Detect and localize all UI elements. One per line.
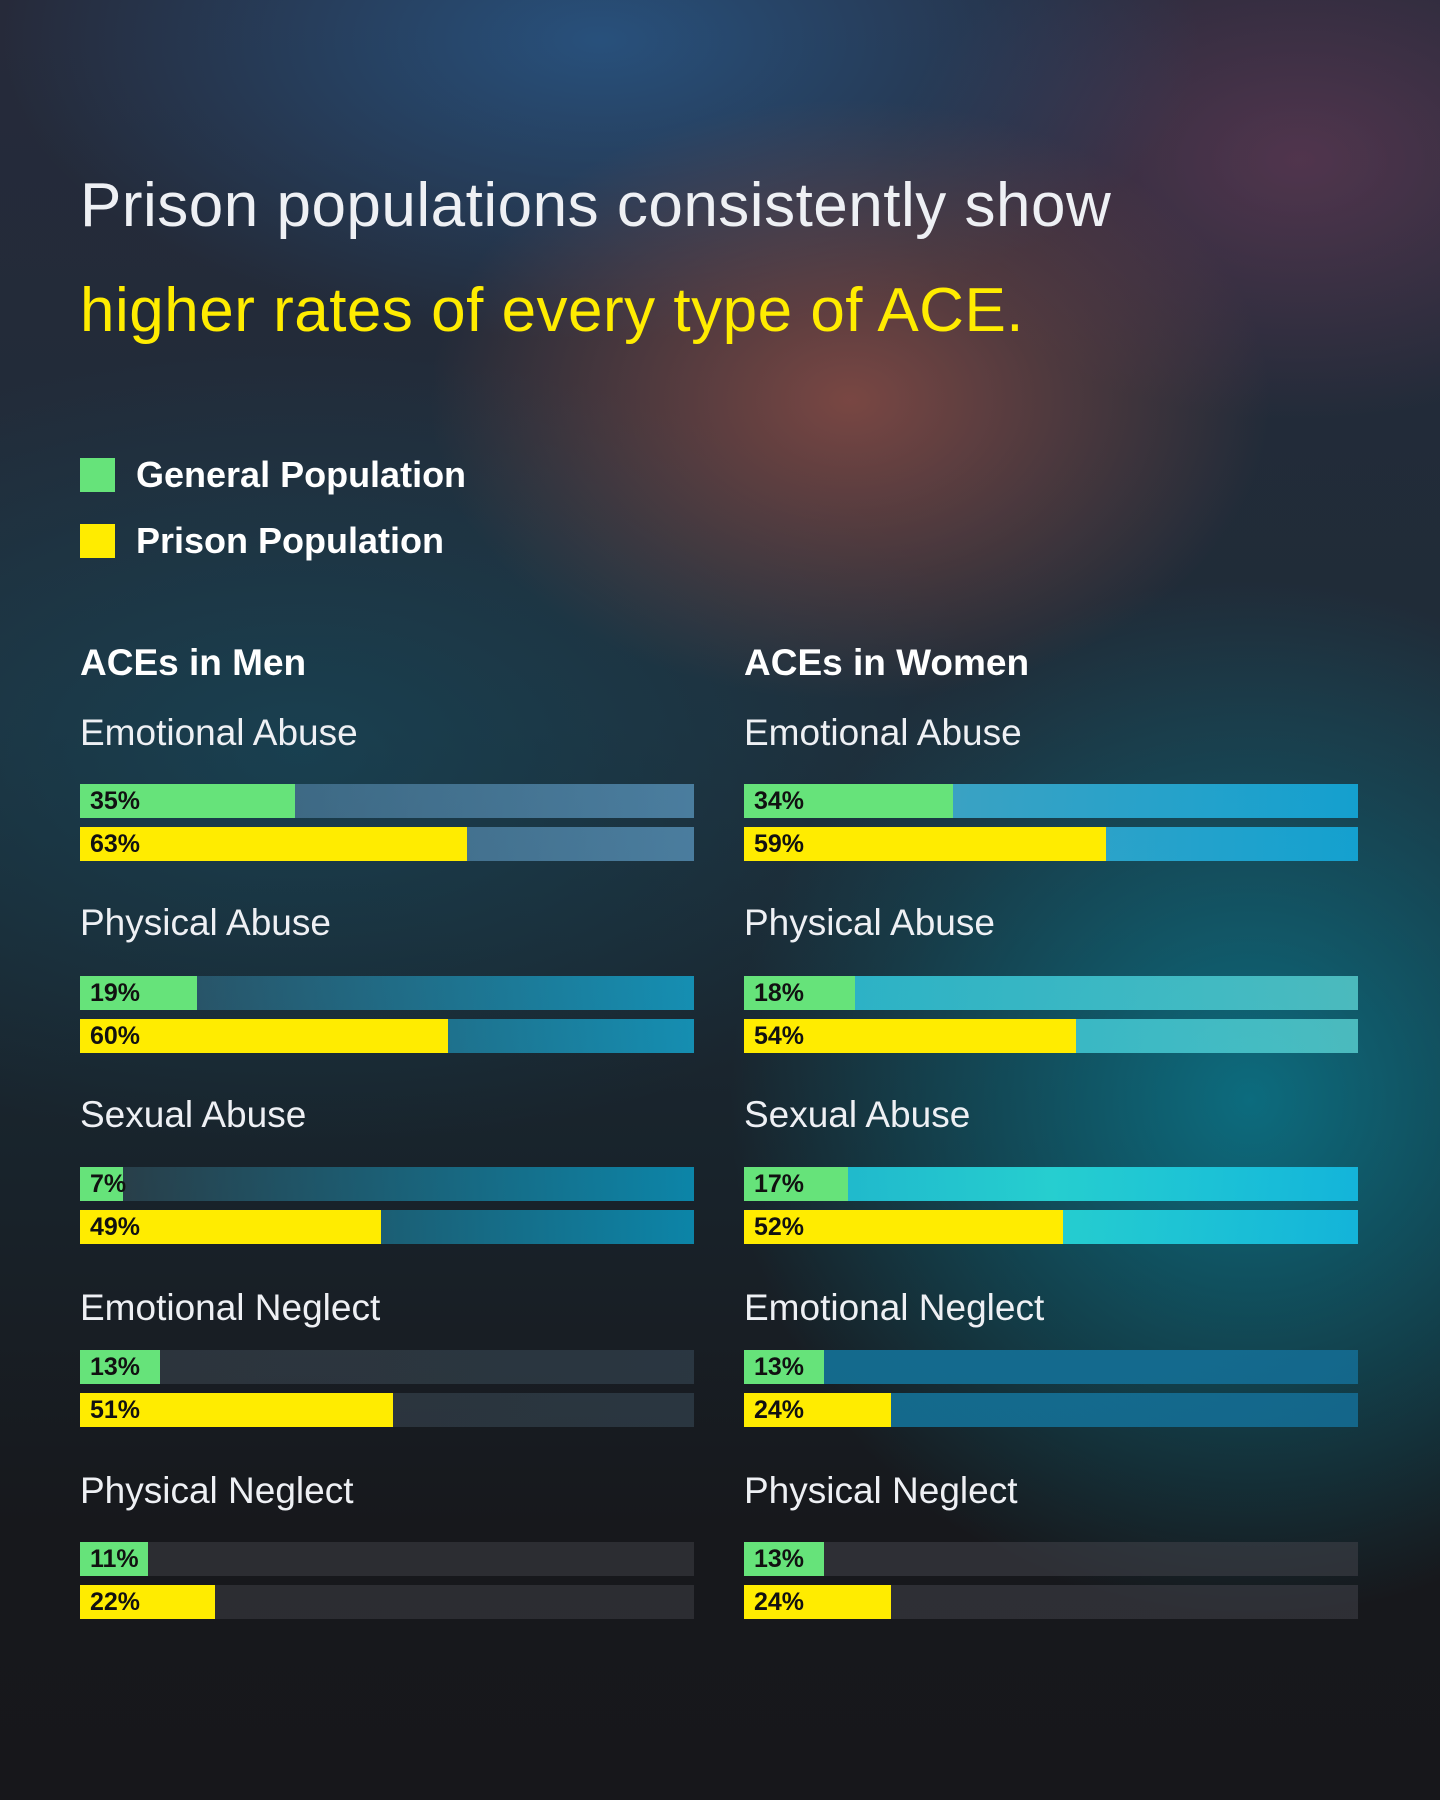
data-label: 7%: [90, 1170, 127, 1198]
category-label: Physical Abuse: [80, 902, 331, 943]
data-label: 13%: [754, 1545, 805, 1573]
bar-track: 13%: [744, 1542, 1358, 1576]
bar-track: 35%: [80, 784, 694, 818]
bar-general-population: [744, 1542, 824, 1576]
data-label: 60%: [90, 1022, 141, 1050]
bar-prison-population: [744, 827, 1107, 861]
data-label: 24%: [754, 1396, 805, 1424]
bar-track: 18%: [744, 976, 1358, 1010]
data-label: 19%: [90, 979, 141, 1007]
category-label: Emotional Abuse: [744, 712, 1022, 753]
category-label: Physical Neglect: [744, 1470, 1018, 1511]
category-label: Emotional Neglect: [80, 1287, 381, 1328]
data-label: 51%: [90, 1396, 141, 1424]
data-label: 13%: [90, 1353, 141, 1381]
bar-track: 13%: [744, 1350, 1358, 1384]
bar-general-population: [80, 1167, 123, 1201]
bar-track: 63%: [80, 827, 694, 861]
legend-item-prison: Prison Population: [80, 520, 445, 561]
bar-prison-population: [80, 1393, 394, 1427]
bar-track: 49%: [80, 1210, 694, 1244]
bar-track: 19%: [80, 976, 694, 1010]
bar-track: 54%: [744, 1019, 1358, 1053]
bar-prison-population: [744, 1019, 1076, 1053]
bar-general-population: [80, 784, 295, 818]
bar-prison-population: [80, 1019, 449, 1053]
bar-track: 13%: [80, 1350, 694, 1384]
bar-track: 24%: [744, 1585, 1358, 1619]
bar-track: 60%: [80, 1019, 694, 1053]
bar-general-population: [80, 976, 197, 1010]
legend-label: Prison Population: [136, 520, 445, 561]
bar-general-population: [744, 976, 855, 1010]
bar-track: 7%: [80, 1167, 694, 1201]
bar-track: 52%: [744, 1210, 1358, 1244]
data-label: 34%: [754, 787, 805, 815]
bar-prison-population: [80, 1585, 216, 1619]
bar-prison-population: [744, 1393, 892, 1427]
bar-track: 34%: [744, 784, 1358, 818]
category-label: Emotional Neglect: [744, 1287, 1045, 1328]
bar-track: 11%: [80, 1542, 694, 1576]
legend-swatch-prison: [80, 524, 115, 558]
legend-label: General Population: [136, 454, 467, 495]
data-label: 54%: [754, 1022, 805, 1050]
data-label: 59%: [754, 830, 805, 858]
category-label: Physical Neglect: [80, 1470, 354, 1511]
data-label: 63%: [90, 830, 141, 858]
data-label: 18%: [754, 979, 805, 1007]
bar-track: 22%: [80, 1585, 694, 1619]
data-label: 24%: [754, 1588, 805, 1616]
data-label: 52%: [754, 1213, 805, 1241]
bar-track: 17%: [744, 1167, 1358, 1201]
bar-prison-population: [744, 1210, 1064, 1244]
data-label: 13%: [754, 1353, 805, 1381]
legend-item-general: General Population: [80, 454, 467, 495]
data-label: 35%: [90, 787, 141, 815]
bar-prison-population: [80, 827, 467, 861]
data-label: 49%: [90, 1213, 141, 1241]
men-chart-title: ACEs in Men: [80, 642, 307, 683]
category-label: Sexual Abuse: [744, 1094, 971, 1135]
bar-track: 59%: [744, 827, 1358, 861]
bar-track: 51%: [80, 1393, 694, 1427]
legend-swatch-general: [80, 458, 115, 492]
title-line-2-highlight: higher rates of every type of ACE.: [80, 276, 1025, 345]
bar-prison-population: [744, 1585, 892, 1619]
bar-general-population: [80, 1542, 148, 1576]
category-label: Emotional Abuse: [80, 712, 358, 753]
bar-general-population: [744, 1350, 824, 1384]
bar-track: 24%: [744, 1393, 1358, 1427]
bar-prison-population: [80, 1210, 381, 1244]
bar-general-population: [80, 1350, 160, 1384]
data-label: 22%: [90, 1588, 141, 1616]
title-line-1: Prison populations consistently show: [80, 171, 1112, 240]
data-label: 11%: [90, 1545, 139, 1573]
bar-general-population: [744, 1167, 849, 1201]
women-chart-title: ACEs in Women: [744, 642, 1030, 683]
category-label: Physical Abuse: [744, 902, 995, 943]
category-label: Sexual Abuse: [80, 1094, 307, 1135]
bar-general-population: [744, 784, 953, 818]
data-label: 17%: [754, 1170, 805, 1198]
